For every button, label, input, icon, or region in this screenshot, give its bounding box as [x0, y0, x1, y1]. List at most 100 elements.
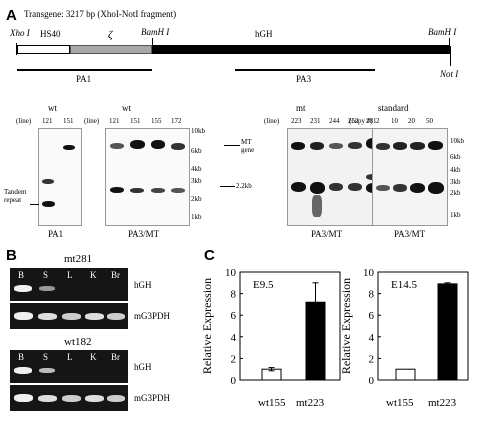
pa3-probe-bar [235, 69, 375, 71]
blot4-lane-2: 2 [376, 117, 380, 125]
chart-frame [239, 271, 341, 381]
blot4-lane-50: 50 [426, 117, 433, 125]
pa1-probe-bar [17, 69, 152, 71]
blot2-band [171, 143, 185, 150]
blot3-probe: PA3/MT [311, 229, 343, 239]
gel1-row2-label: mG3PDH [134, 311, 171, 321]
gel1-lane-b: B [18, 270, 25, 280]
blot2-header: wt [122, 103, 131, 113]
blot3-lane-252: 252 [348, 117, 359, 125]
y-tick-label: 6 [231, 310, 237, 322]
blot4-band [410, 183, 425, 193]
gel2-band [39, 368, 55, 373]
gel2-band [107, 395, 125, 402]
gel2-band [62, 395, 81, 402]
blot4-lane-20: 20 [408, 117, 415, 125]
y-tick-label: 10 [363, 267, 375, 279]
blot2-size-2kb: 2kb [191, 195, 202, 203]
noti-label: Not I [440, 69, 459, 79]
stage-label: E9.5 [253, 279, 274, 291]
blot4-membrane [372, 128, 448, 226]
blot2-membrane [105, 128, 190, 226]
blot2-line-label: (line) [84, 117, 100, 125]
blot1-membrane [38, 128, 82, 226]
gel1-band [38, 313, 57, 320]
blot2-band [151, 140, 165, 149]
size-2-2kb-arrow [220, 186, 235, 187]
stage-label: E14.5 [391, 279, 417, 291]
gel2-row2-label: mG3PDH [134, 393, 171, 403]
gel1-lane-br: Br [111, 270, 120, 280]
blot2-band [130, 188, 144, 193]
blot4-size-6kb: 6kb [450, 153, 461, 161]
category-label: mt223 [428, 397, 457, 409]
blot4-band [393, 142, 407, 150]
y-tick-label: 10 [225, 267, 237, 279]
blot3-band [291, 142, 305, 150]
blot3-lane-231: 231 [310, 117, 321, 125]
blot1-band [63, 145, 75, 150]
blot2-band [171, 188, 185, 193]
gel1-band [107, 313, 125, 320]
pa1-probe-label: PA1 [76, 74, 92, 84]
gel1-g3pdh-row [10, 303, 128, 329]
blot2-probe: PA3/MT [128, 229, 160, 239]
mt-gene-arrow [224, 145, 240, 146]
gel2-band [38, 395, 57, 402]
blot3-band [348, 142, 362, 149]
gel1-lane-s: S [43, 270, 49, 280]
gel1-row1-label: hGH [134, 280, 152, 290]
y-tick-label: 2 [231, 353, 237, 365]
blot4-band [428, 182, 444, 194]
y-tick-label: 6 [369, 310, 375, 322]
gel2-lane-k: K [90, 352, 97, 362]
blot3-lane-223: 223 [291, 117, 302, 125]
gel2-band [85, 395, 104, 402]
blot2-band [151, 188, 165, 193]
category-label: mt223 [296, 397, 325, 409]
gel2-band [14, 394, 33, 402]
blot4-probe: PA3/MT [394, 229, 426, 239]
blot4-copy-label: (copy #) [349, 117, 373, 125]
blot3-band [329, 183, 343, 191]
transgene-title: Transgene: 3217 bp (XhoI-NotI fragment) [24, 9, 177, 19]
bar [395, 368, 416, 381]
hgh-segment [152, 45, 450, 54]
gel2-lane-s: S [43, 352, 49, 362]
gel1-lane-l: L [67, 270, 73, 280]
blot4-band [393, 184, 407, 192]
gel2-row1-label: hGH [134, 362, 152, 372]
y-tick-label: 0 [231, 375, 237, 387]
chart-frame [377, 271, 469, 381]
blot4-size-10kb: 10kb [450, 137, 464, 145]
y-axis-label: Relative Expression [339, 278, 353, 374]
blot2-lane-151: 151 [130, 117, 141, 125]
hs40-segment [17, 45, 70, 54]
blot3-band [329, 143, 343, 149]
xho-site-tick [16, 43, 17, 55]
blot4-size-3kb: 3kb [450, 178, 461, 186]
y-tick-label: 4 [231, 332, 237, 344]
blot3-smear [312, 195, 322, 217]
blot1-lane-151: 151 [63, 117, 74, 125]
gel1-band [85, 313, 104, 320]
zeta-label: ζ [108, 29, 113, 41]
blot3-lane-281: 281 [366, 117, 377, 125]
y-tick-label: 8 [369, 289, 375, 301]
blot3-band [310, 182, 325, 194]
blot2-band [110, 187, 124, 193]
blot2-lane-155: 155 [151, 117, 162, 125]
blot4-band [428, 141, 443, 150]
blot1-lane-121: 121 [42, 117, 53, 125]
blot2-size-10kb: 10kb [191, 127, 205, 135]
y-axis-label: Relative Expression [200, 278, 214, 374]
blot4-size-4kb: 4kb [450, 166, 461, 174]
panel-c-letter: C [204, 247, 215, 264]
gel1-lane-k: K [90, 270, 97, 280]
y-tick-label: 4 [369, 332, 375, 344]
bamh2-tick [449, 38, 450, 46]
bamh1-tick [152, 38, 153, 46]
hgh-map-label: hGH [255, 29, 273, 39]
